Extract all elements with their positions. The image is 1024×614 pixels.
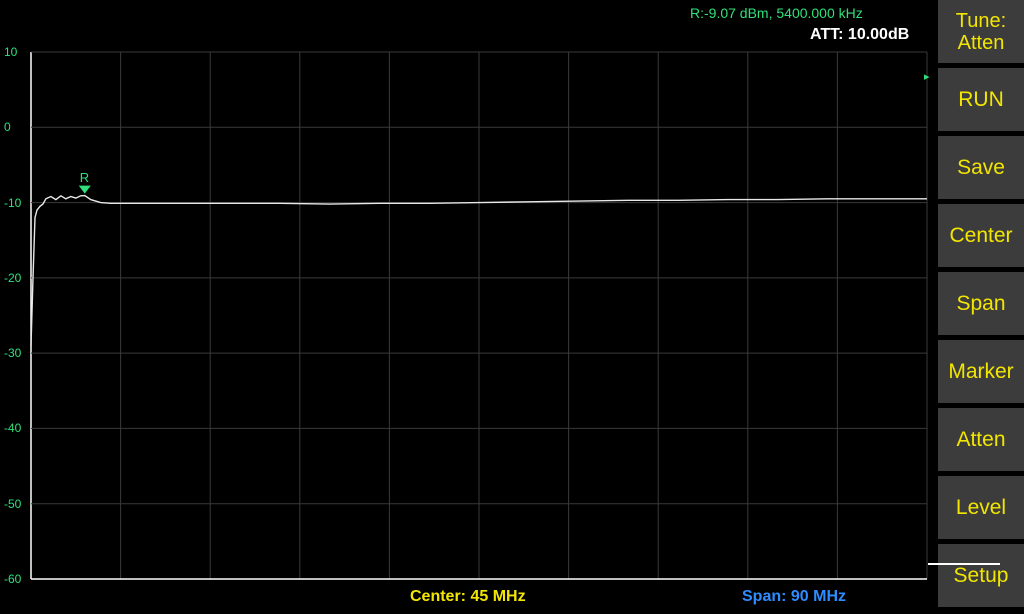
y-tick-label: -50 bbox=[4, 496, 22, 511]
softkey-label-line2: Atten bbox=[957, 31, 1005, 54]
softkey-label-line1: Save bbox=[957, 155, 1005, 179]
spectrum-trace bbox=[30, 194, 927, 346]
plot-grid bbox=[30, 51, 928, 580]
softkey-label-line1: Span bbox=[956, 291, 1006, 315]
softkey-label: Marker bbox=[948, 359, 1014, 383]
softkey-label: Center bbox=[949, 223, 1013, 247]
span-softkey-button[interactable]: Span bbox=[938, 272, 1024, 335]
center-frequency-label: Center: 45 MHz bbox=[410, 588, 526, 605]
softkey-label: Setup bbox=[953, 563, 1009, 587]
softkey-label-line1: Atten bbox=[956, 427, 1006, 451]
marker-readout: R:-9.07 dBm, 5400.000 kHz bbox=[690, 5, 863, 21]
level-softkey-button[interactable]: Level bbox=[938, 476, 1024, 539]
marker-r-triangle-icon bbox=[78, 185, 91, 194]
y-tick-label: 0 bbox=[4, 120, 11, 135]
softkey-label-line1: Marker bbox=[948, 359, 1014, 383]
softkey-label-line1: Level bbox=[955, 495, 1007, 519]
attenuation-readout: ATT: 10.00dB bbox=[810, 26, 910, 43]
atten-softkey-button[interactable]: Atten bbox=[938, 408, 1024, 471]
span-label: Span: 90 MHz bbox=[742, 588, 847, 605]
trace-layer bbox=[30, 194, 927, 346]
y-tick-label: -40 bbox=[4, 421, 22, 436]
setup-softkey-button[interactable]: Setup bbox=[938, 544, 1024, 607]
softkey-label: Save bbox=[957, 155, 1005, 179]
softkey-panel: Tune: Atten RUN Save Center Span Marker Atten Le… bbox=[938, 0, 1024, 614]
marker-layer bbox=[78, 185, 91, 194]
softkey-label: Span bbox=[956, 291, 1006, 315]
save-softkey-button[interactable]: Save bbox=[938, 136, 1024, 199]
y-tick-label: -60 bbox=[4, 572, 22, 586]
y-tick-label: 10 bbox=[4, 45, 18, 59]
marker-r-label: R bbox=[79, 169, 90, 185]
y-tick-label: -10 bbox=[4, 195, 22, 210]
run-softkey-button[interactable]: RUN bbox=[938, 68, 1024, 131]
spectrum-plot[interactable] bbox=[0, 0, 938, 614]
y-tick-label: -30 bbox=[4, 346, 22, 361]
softkey-label-line1: Setup bbox=[953, 563, 1009, 587]
marker-softkey-button[interactable]: Marker bbox=[938, 340, 1024, 403]
softkey-label-line1: Center bbox=[949, 223, 1013, 247]
offscreen-marker-arrow-icon: ▸ bbox=[924, 71, 930, 83]
softkey-label: Tune: Atten bbox=[956, 10, 1006, 54]
softkey-label: Level bbox=[955, 495, 1007, 519]
softkey-label: Atten bbox=[956, 427, 1006, 451]
softkey-label-line1: RUN bbox=[958, 87, 1004, 111]
y-tick-label: -20 bbox=[4, 270, 22, 285]
center-softkey-button[interactable]: Center bbox=[938, 204, 1024, 267]
softkey-label: RUN bbox=[958, 87, 1004, 111]
tune-atten-softkey-button[interactable]: Tune: Atten bbox=[938, 0, 1024, 63]
softkey-label-line1: Tune: bbox=[955, 9, 1007, 32]
setup-indicator-bar bbox=[928, 563, 1000, 565]
